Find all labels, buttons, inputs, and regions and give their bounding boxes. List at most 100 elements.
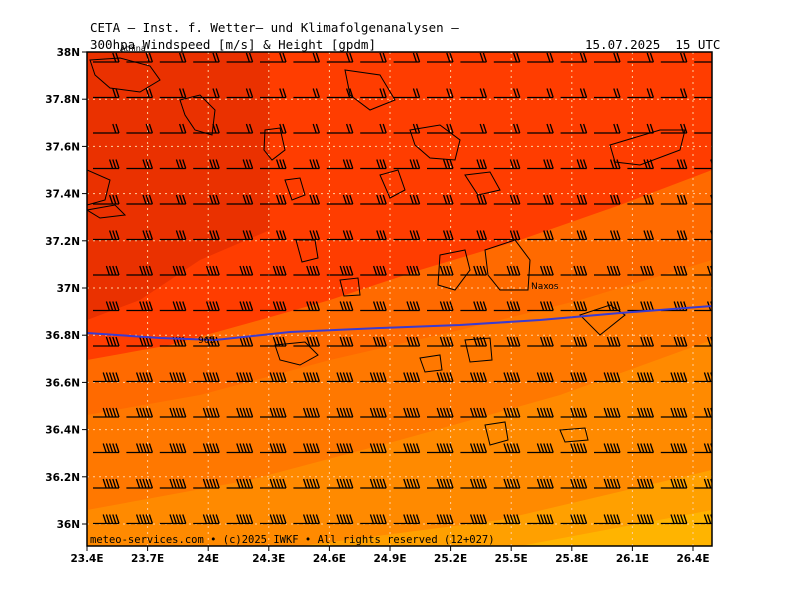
- wind-barb: [460, 478, 488, 489]
- wind-barb: [493, 372, 521, 383]
- wind-barb: [660, 407, 688, 418]
- lat-tick-label: 37.8N: [45, 94, 80, 106]
- wind-barb: [326, 514, 354, 525]
- wind-barb: [393, 514, 421, 525]
- wind-barb: [93, 194, 120, 205]
- wind-barb: [527, 514, 554, 525]
- wind-barb: [93, 478, 120, 489]
- lat-tick-label: 36.2N: [45, 472, 80, 484]
- wind-barb: [493, 443, 521, 454]
- wind-barb: [393, 301, 421, 312]
- wind-barb: [393, 159, 421, 170]
- wind-barb: [126, 514, 154, 525]
- wind-barb: [260, 52, 287, 63]
- wind-barb: [226, 52, 254, 63]
- wind-barb: [326, 265, 354, 276]
- wind-barb: [293, 230, 321, 241]
- wind-barb: [660, 194, 688, 205]
- wind-barb: [260, 336, 287, 347]
- wind-barb: [527, 194, 554, 205]
- wind-barb: [93, 301, 120, 312]
- wind-barb: [126, 443, 154, 454]
- wind-barb: [660, 88, 688, 99]
- island-serifos: [284, 177, 306, 201]
- wind-barb: [360, 407, 387, 418]
- wind-barb: [493, 265, 521, 276]
- wind-barb: [126, 301, 154, 312]
- lon-tick-label: 25.8E: [555, 553, 588, 565]
- wind-barb: [159, 265, 187, 276]
- wind-barb: [360, 443, 387, 454]
- wind-barb: [427, 159, 454, 170]
- wind-barb: [326, 372, 354, 383]
- island-paros: [437, 249, 471, 291]
- wind-barb: [159, 123, 187, 134]
- longitude-labels: 23.4E 23.7E 24E 24.3E 24.6E 24.9E 25.2E 25.5E 25…: [70, 546, 710, 565]
- wind-barb: [159, 478, 187, 489]
- wind-barb: [326, 52, 354, 63]
- wind-barb: [293, 514, 321, 525]
- wind-barb: [293, 52, 321, 63]
- wind-barb: [260, 514, 287, 525]
- wind-barb: [460, 372, 488, 383]
- wind-barb: [260, 443, 287, 454]
- wind-barb: [193, 159, 220, 170]
- wind-barb: [193, 407, 220, 418]
- wind-barb: [93, 443, 120, 454]
- wind-barb: [193, 123, 220, 134]
- wind-barb: [360, 123, 387, 134]
- wind-barb: [126, 336, 154, 347]
- wind-barb: [260, 123, 287, 134]
- wind-barb: [560, 372, 588, 383]
- wind-barb: [460, 123, 488, 134]
- wind-barb: [527, 123, 554, 134]
- wind-barb: [527, 88, 554, 99]
- wind-barb: [126, 265, 154, 276]
- wind-barb: [460, 52, 488, 63]
- wind-barb: [226, 265, 254, 276]
- wind-barb: [260, 159, 287, 170]
- wind-barb: [493, 301, 521, 312]
- wind-barb: [393, 265, 421, 276]
- wind-barb: [694, 132, 712, 134]
- wind-barb: [594, 407, 621, 418]
- wind-barb: [293, 443, 321, 454]
- wind-barb: [627, 123, 655, 134]
- wind-barb: [293, 336, 321, 347]
- wind-barb: [93, 514, 120, 525]
- wind-barb: [393, 443, 421, 454]
- wind-barb: [193, 301, 220, 312]
- wind-barb: [594, 123, 621, 134]
- wind-barb: [126, 123, 154, 134]
- wind-barb: [126, 52, 154, 63]
- wind-barb: [360, 52, 387, 63]
- wind-barb: [660, 478, 688, 489]
- wind-barb: [326, 301, 354, 312]
- band-orange-4: [87, 470, 712, 546]
- wind-barb: [293, 265, 321, 276]
- wind-barb: [93, 265, 120, 276]
- wind-barb: [360, 514, 387, 525]
- wind-barb: [126, 230, 154, 241]
- wind-barb: [360, 372, 387, 383]
- wind-barb: [159, 514, 187, 525]
- lat-tick-label: 36.4N: [45, 425, 80, 437]
- wind-barb: [427, 407, 454, 418]
- wind-barb: [493, 336, 521, 347]
- wind-barb: [360, 230, 387, 241]
- wind-barb: [293, 301, 321, 312]
- wind-barb: [360, 194, 387, 205]
- wind-barb: [527, 443, 554, 454]
- wind-barb: [660, 52, 688, 63]
- wind-barb: [427, 301, 454, 312]
- wind-barb: [193, 88, 220, 99]
- wind-barb: [393, 194, 421, 205]
- wind-barb: [293, 372, 321, 383]
- lon-tick-label: 23.4E: [70, 553, 103, 565]
- wind-barb: [560, 514, 588, 525]
- lon-tick-label: 24.9E: [373, 553, 406, 565]
- wind-barb: [260, 301, 287, 312]
- wind-barb: [427, 443, 454, 454]
- wind-barb: [627, 230, 655, 241]
- island-kimolos: [339, 277, 361, 297]
